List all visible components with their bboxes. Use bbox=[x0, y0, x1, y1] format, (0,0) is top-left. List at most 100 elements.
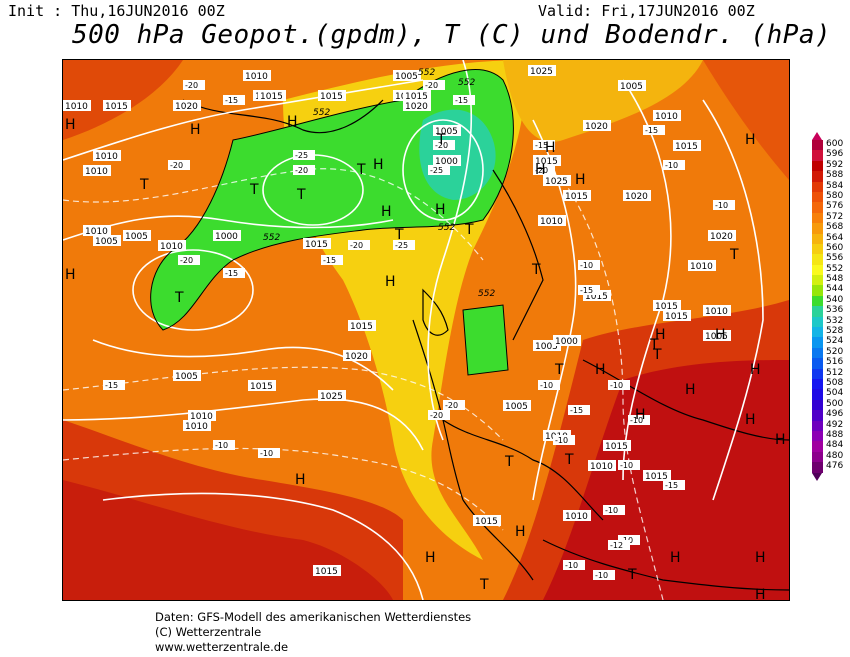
footer: Daten: GFS-Modell des amerikanischen Wet… bbox=[155, 610, 471, 655]
coast-iberia bbox=[462, 499, 534, 581]
svg-text:1010: 1010 bbox=[245, 72, 268, 82]
svg-text:-15: -15 bbox=[105, 381, 118, 390]
isobar bbox=[102, 492, 424, 600]
svg-text:-10: -10 bbox=[610, 381, 623, 390]
svg-text:1005: 1005 bbox=[620, 82, 643, 92]
temperature-label: -12 bbox=[608, 540, 630, 550]
legend-swatch bbox=[812, 399, 823, 411]
low-pressure-marker: T bbox=[174, 290, 184, 306]
temperature-label: -10 bbox=[628, 415, 650, 425]
legend-entry: 520 bbox=[812, 347, 850, 359]
svg-text:1000: 1000 bbox=[555, 337, 578, 347]
legend-entry: 504 bbox=[812, 388, 850, 400]
svg-text:-10: -10 bbox=[715, 201, 728, 210]
svg-text:1010: 1010 bbox=[705, 307, 728, 317]
pressure-label: 1005 bbox=[393, 70, 421, 82]
svg-text:1015: 1015 bbox=[655, 302, 678, 312]
legend-entry: 516 bbox=[812, 357, 850, 369]
legend-swatch bbox=[812, 212, 823, 224]
legend-label: 584 bbox=[826, 180, 844, 191]
pressure-label: 1015 bbox=[313, 565, 341, 577]
legend-swatch bbox=[812, 150, 823, 161]
legend-label: 484 bbox=[826, 440, 844, 451]
svg-text:-10: -10 bbox=[605, 506, 618, 515]
legend-label: 544 bbox=[826, 284, 844, 295]
pressure-label: 1015 bbox=[473, 515, 501, 527]
svg-text:1005: 1005 bbox=[125, 232, 148, 242]
coast-greenland bbox=[182, 99, 384, 134]
legend-swatch bbox=[812, 337, 823, 348]
svg-text:-15: -15 bbox=[455, 96, 468, 105]
color-legend: 600 596 592 588 584 580 576 572 568 564 560 556 552 5… bbox=[812, 132, 850, 481]
field-red-northeast bbox=[703, 60, 789, 180]
legend-entry: 528 bbox=[812, 326, 850, 338]
temperature-label: -15 bbox=[223, 95, 245, 105]
svg-text:-10: -10 bbox=[215, 441, 228, 450]
svg-text:1005: 1005 bbox=[95, 237, 118, 247]
legend-swatch bbox=[812, 306, 823, 317]
svg-text:1020: 1020 bbox=[175, 102, 198, 112]
svg-text:1015: 1015 bbox=[605, 442, 628, 452]
legend-entry: 476 bbox=[812, 461, 850, 473]
temperature-label: -10 bbox=[618, 460, 640, 470]
legend-entry: 552 bbox=[812, 264, 850, 276]
svg-text:-20: -20 bbox=[535, 166, 548, 175]
temperature-label: -20 bbox=[533, 165, 555, 175]
pressure-label: 1015 bbox=[348, 320, 376, 332]
temperature-label: -15 bbox=[103, 380, 125, 390]
svg-text:-10: -10 bbox=[555, 436, 568, 445]
legend-swatch bbox=[812, 202, 823, 213]
legend-entry: 484 bbox=[812, 440, 850, 452]
map-labels: 1010101510151020101510101005102010151025… bbox=[63, 65, 786, 600]
high-pressure-marker: H bbox=[65, 267, 76, 283]
geopotential-label: 552 bbox=[418, 68, 435, 78]
svg-text:-20: -20 bbox=[445, 401, 458, 410]
temperature-label: -15 bbox=[568, 405, 590, 415]
isobar bbox=[702, 99, 764, 501]
high-pressure-marker: H bbox=[295, 472, 306, 488]
pressure-label: 1005 bbox=[123, 230, 151, 242]
svg-text:1015: 1015 bbox=[260, 92, 283, 102]
low-pressure-marker: T bbox=[649, 337, 659, 353]
high-pressure-marker: H bbox=[575, 172, 586, 188]
svg-text:1000: 1000 bbox=[215, 232, 238, 242]
pressure-label: 1020 bbox=[173, 100, 201, 112]
contour-552-baltic bbox=[462, 304, 509, 376]
pressure-label: 1015 bbox=[673, 140, 701, 152]
legend-label: 556 bbox=[826, 253, 844, 264]
pressure-label: 1025 bbox=[528, 65, 556, 77]
pressure-label: 1000 bbox=[553, 335, 581, 347]
legend-entry: 480 bbox=[812, 450, 850, 463]
high-pressure-marker: H bbox=[685, 382, 696, 398]
pressure-label: 1015 bbox=[663, 310, 691, 322]
svg-text:1015: 1015 bbox=[315, 567, 338, 577]
legend-entry: 500 bbox=[812, 399, 850, 411]
svg-text:-10: -10 bbox=[665, 161, 678, 170]
geopotential-label: 552 bbox=[263, 233, 280, 243]
temperature-label: -10 bbox=[213, 440, 235, 450]
legend-entry: 596 bbox=[812, 149, 850, 161]
svg-text:1015: 1015 bbox=[305, 240, 328, 250]
high-pressure-marker: H bbox=[655, 327, 666, 343]
low-pressure-marker: T bbox=[627, 567, 637, 583]
svg-text:-20: -20 bbox=[435, 141, 448, 150]
legend-entry: 592 bbox=[812, 160, 850, 172]
legend-label: 576 bbox=[826, 201, 844, 212]
legend-label: 564 bbox=[826, 232, 844, 243]
legend-entry: 584 bbox=[812, 180, 850, 192]
high-pressure-marker: H bbox=[287, 114, 298, 130]
legend-label: 532 bbox=[826, 315, 844, 326]
legend-label: 480 bbox=[826, 450, 844, 461]
legend-entry: 560 bbox=[812, 243, 850, 255]
field-darkred-southwest bbox=[63, 480, 393, 600]
pressure-label: 1015 bbox=[248, 380, 276, 392]
pressure-label: 1010 bbox=[563, 510, 591, 522]
pressure-label: 1025 bbox=[543, 175, 571, 187]
legend-swatch bbox=[812, 275, 823, 286]
high-pressure-marker: H bbox=[435, 202, 446, 218]
temperature-label: -15 bbox=[643, 125, 665, 135]
high-pressure-marker: H bbox=[545, 140, 556, 156]
geopotential-label: 552 bbox=[313, 108, 330, 118]
legend-label: 516 bbox=[826, 357, 844, 368]
legend-entry: 524 bbox=[812, 336, 850, 348]
